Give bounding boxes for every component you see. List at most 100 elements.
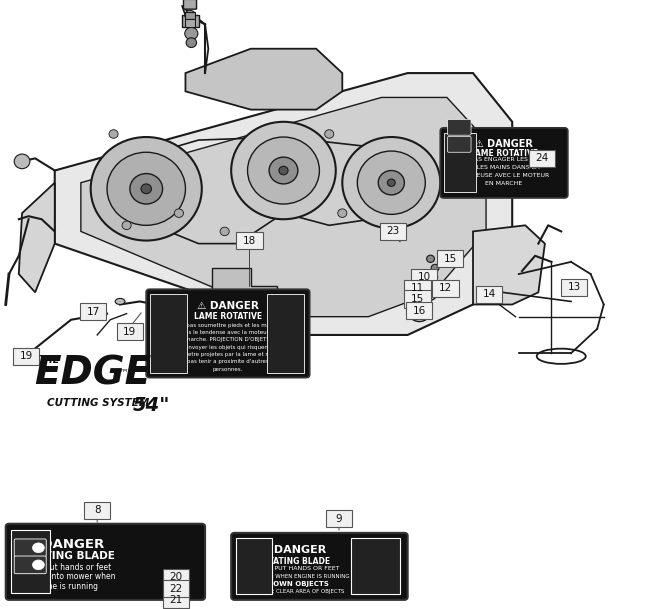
Text: 17: 17 <box>87 307 100 317</box>
FancyBboxPatch shape <box>14 539 46 557</box>
Ellipse shape <box>115 298 125 304</box>
Circle shape <box>107 152 186 225</box>
Polygon shape <box>19 183 54 292</box>
Text: 8: 8 <box>94 505 100 515</box>
Circle shape <box>279 166 288 175</box>
FancyBboxPatch shape <box>163 569 189 586</box>
Text: 9: 9 <box>336 514 342 524</box>
Ellipse shape <box>33 560 44 570</box>
FancyBboxPatch shape <box>404 290 430 308</box>
Text: INTO MOWER WHEN ENGINE IS RUNNING: INTO MOWER WHEN ENGINE IS RUNNING <box>237 574 350 579</box>
Circle shape <box>174 209 184 217</box>
FancyBboxPatch shape <box>146 289 310 378</box>
FancyBboxPatch shape <box>380 223 406 240</box>
Text: dans le tendense avec la moteur en: dans le tendense avec la moteur en <box>178 330 277 335</box>
Polygon shape <box>473 171 499 195</box>
Text: 15: 15 <box>443 254 457 264</box>
Text: LAME ROTATIVE: LAME ROTATIVE <box>194 312 262 321</box>
Text: engine is running: engine is running <box>31 582 98 591</box>
FancyBboxPatch shape <box>163 580 189 597</box>
Circle shape <box>14 154 30 169</box>
FancyBboxPatch shape <box>184 0 197 9</box>
Circle shape <box>430 273 438 281</box>
Text: ⚠ DANGER: ⚠ DANGER <box>260 545 327 555</box>
Text: Ne pas soumettre pieds et les mains: Ne pas soumettre pieds et les mains <box>177 323 279 328</box>
Circle shape <box>269 157 298 184</box>
Circle shape <box>379 171 404 195</box>
Circle shape <box>91 137 202 241</box>
FancyBboxPatch shape <box>236 232 262 249</box>
FancyBboxPatch shape <box>80 303 106 320</box>
FancyBboxPatch shape <box>231 533 407 600</box>
FancyBboxPatch shape <box>351 538 400 594</box>
Text: 24: 24 <box>535 153 548 163</box>
Text: Envoyer les objets qui risquent: Envoyer les objets qui risquent <box>186 345 270 350</box>
FancyBboxPatch shape <box>411 269 437 286</box>
Text: 10: 10 <box>417 272 430 282</box>
FancyBboxPatch shape <box>440 128 568 198</box>
Text: ⚠ DANGER: ⚠ DANGER <box>197 301 259 311</box>
Circle shape <box>413 277 439 301</box>
Text: 13: 13 <box>567 283 581 292</box>
Polygon shape <box>186 49 342 110</box>
Text: Do not put hands or feet: Do not put hands or feet <box>18 563 112 572</box>
Text: LAME ROTATIVE: LAME ROTATIVE <box>470 149 538 158</box>
Text: 23: 23 <box>386 227 400 236</box>
Text: EN MARCHE: EN MARCHE <box>485 181 523 186</box>
Circle shape <box>407 300 431 322</box>
Text: ROTATING BLADE: ROTATING BLADE <box>14 551 115 561</box>
FancyBboxPatch shape <box>404 280 430 297</box>
Circle shape <box>247 137 319 204</box>
Circle shape <box>130 174 163 204</box>
Text: NE PAS ENGAGER LES PIEDS: NE PAS ENGAGER LES PIEDS <box>460 157 548 162</box>
Text: personnes.: personnes. <box>213 367 243 371</box>
FancyBboxPatch shape <box>447 136 471 152</box>
Circle shape <box>186 38 197 48</box>
Ellipse shape <box>19 354 28 361</box>
Text: EDGE: EDGE <box>34 355 151 393</box>
Text: d'etre projetes par la lame et ne: d'etre projetes par la lame et ne <box>183 352 272 357</box>
Polygon shape <box>212 268 277 317</box>
FancyBboxPatch shape <box>13 348 39 365</box>
Text: 14: 14 <box>483 289 496 299</box>
Bar <box>182 15 199 27</box>
Polygon shape <box>473 225 545 304</box>
Text: TONDEUSE AVEC LE MOTEUR: TONDEUSE AVEC LE MOTEUR <box>459 173 550 178</box>
Text: 22: 22 <box>169 584 182 594</box>
Text: ™: ™ <box>119 368 129 378</box>
Text: 16: 16 <box>413 306 426 315</box>
FancyBboxPatch shape <box>6 524 205 600</box>
Text: marche. PROJECTION D'OBJETS:: marche. PROJECTION D'OBJETS: <box>184 337 272 342</box>
Text: DO NOT PUT HANDS OR FEET: DO NOT PUT HANDS OR FEET <box>247 566 340 571</box>
Text: pas tenir a proximite d'autres: pas tenir a proximite d'autres <box>187 359 269 364</box>
Text: 19: 19 <box>20 351 33 361</box>
Text: ⚠ DANGER: ⚠ DANGER <box>25 538 104 551</box>
Ellipse shape <box>33 543 44 553</box>
FancyBboxPatch shape <box>267 294 304 373</box>
FancyBboxPatch shape <box>476 286 502 303</box>
FancyBboxPatch shape <box>236 538 272 594</box>
Text: ROTATING BLADE: ROTATING BLADE <box>256 557 331 566</box>
FancyBboxPatch shape <box>163 591 189 608</box>
FancyBboxPatch shape <box>437 250 463 267</box>
Circle shape <box>122 221 131 230</box>
Circle shape <box>231 122 336 219</box>
FancyBboxPatch shape <box>406 302 432 319</box>
Text: 11: 11 <box>411 283 424 293</box>
FancyBboxPatch shape <box>14 556 46 574</box>
Text: 19: 19 <box>123 327 136 337</box>
Polygon shape <box>81 97 486 317</box>
Text: 20: 20 <box>169 572 182 582</box>
FancyBboxPatch shape <box>326 510 352 527</box>
FancyBboxPatch shape <box>150 294 187 373</box>
FancyBboxPatch shape <box>529 150 555 167</box>
Text: NI LES MAINS DANS LA: NI LES MAINS DANS LA <box>468 165 540 170</box>
Circle shape <box>185 10 195 20</box>
FancyBboxPatch shape <box>186 19 195 27</box>
Circle shape <box>431 264 439 272</box>
Text: ⚠ DANGER: ⚠ DANGER <box>475 139 533 149</box>
Text: IMPORTANT: CLEAR AREA OF OBJECTS: IMPORTANT: CLEAR AREA OF OBJECTS <box>242 589 344 594</box>
FancyBboxPatch shape <box>186 12 195 19</box>
FancyBboxPatch shape <box>11 530 49 593</box>
FancyBboxPatch shape <box>84 502 110 519</box>
